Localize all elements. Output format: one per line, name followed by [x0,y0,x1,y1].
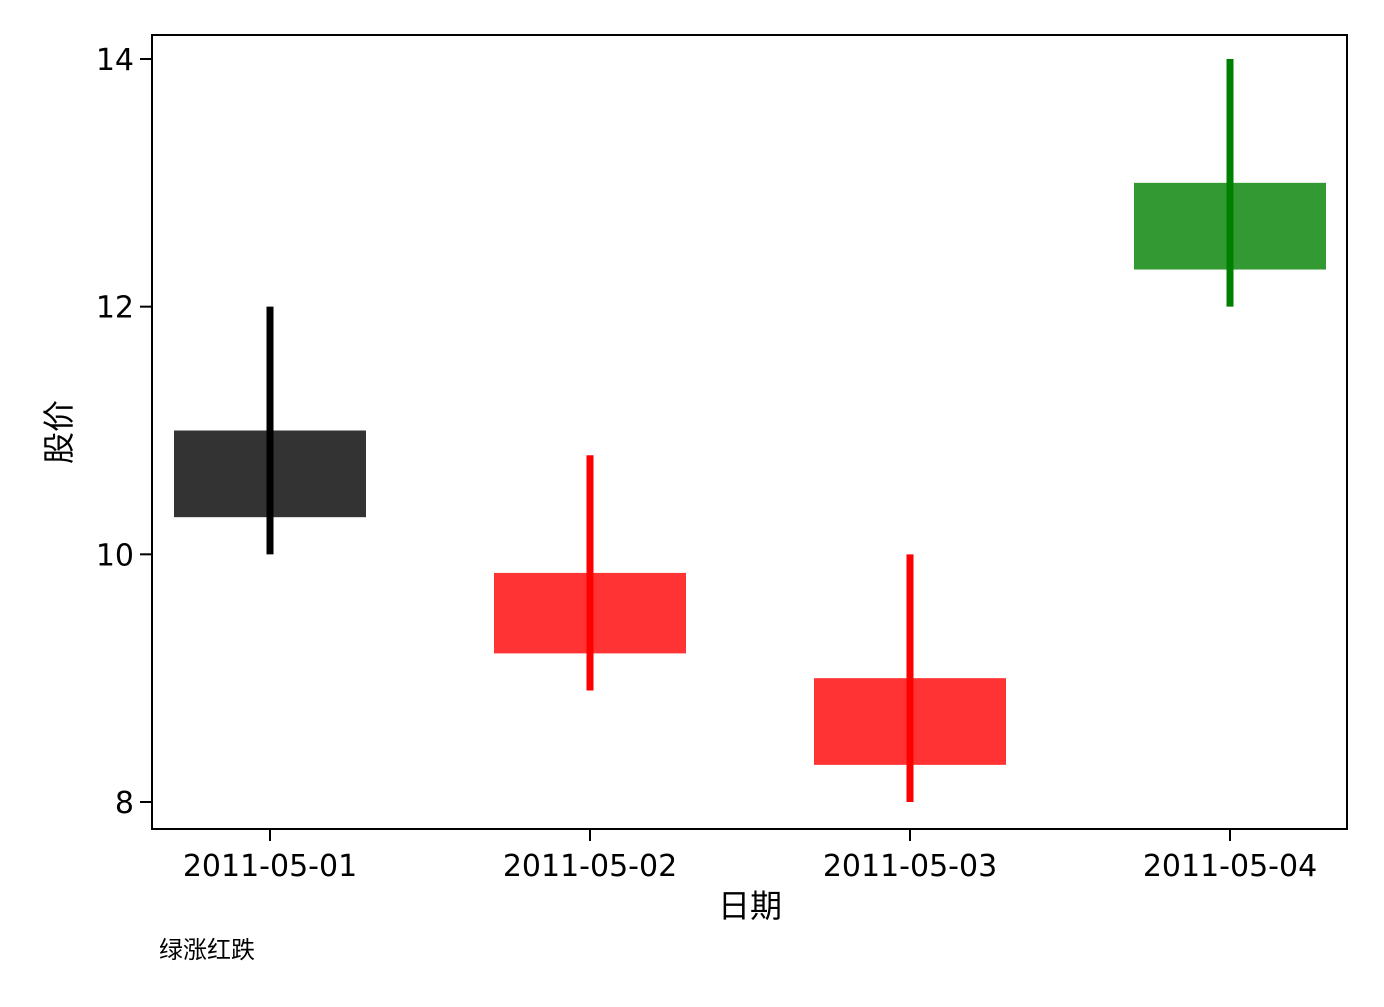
y-axis: 8 10 12 14 [96,43,152,821]
x-axis: 2011-05-01 2011-05-02 2011-05-03 2011-05-04 [183,829,1317,884]
x-axis-title: 日期 [718,887,782,925]
y-tick-label: 8 [115,786,134,821]
candles [174,59,1326,802]
plot-frame [151,34,1348,830]
x-tick-label: 2011-05-02 [503,849,677,884]
x-tick-label: 2011-05-04 [1143,849,1317,884]
y-tick-label: 10 [96,538,134,573]
x-tick-label: 2011-05-01 [183,849,357,884]
x-tick-label: 2011-05-03 [823,849,997,884]
chart-note: 绿涨红跌 [159,936,255,964]
y-tick-label: 14 [96,43,134,78]
y-axis-title: 股价 [40,400,78,464]
y-tick-label: 12 [96,291,134,326]
